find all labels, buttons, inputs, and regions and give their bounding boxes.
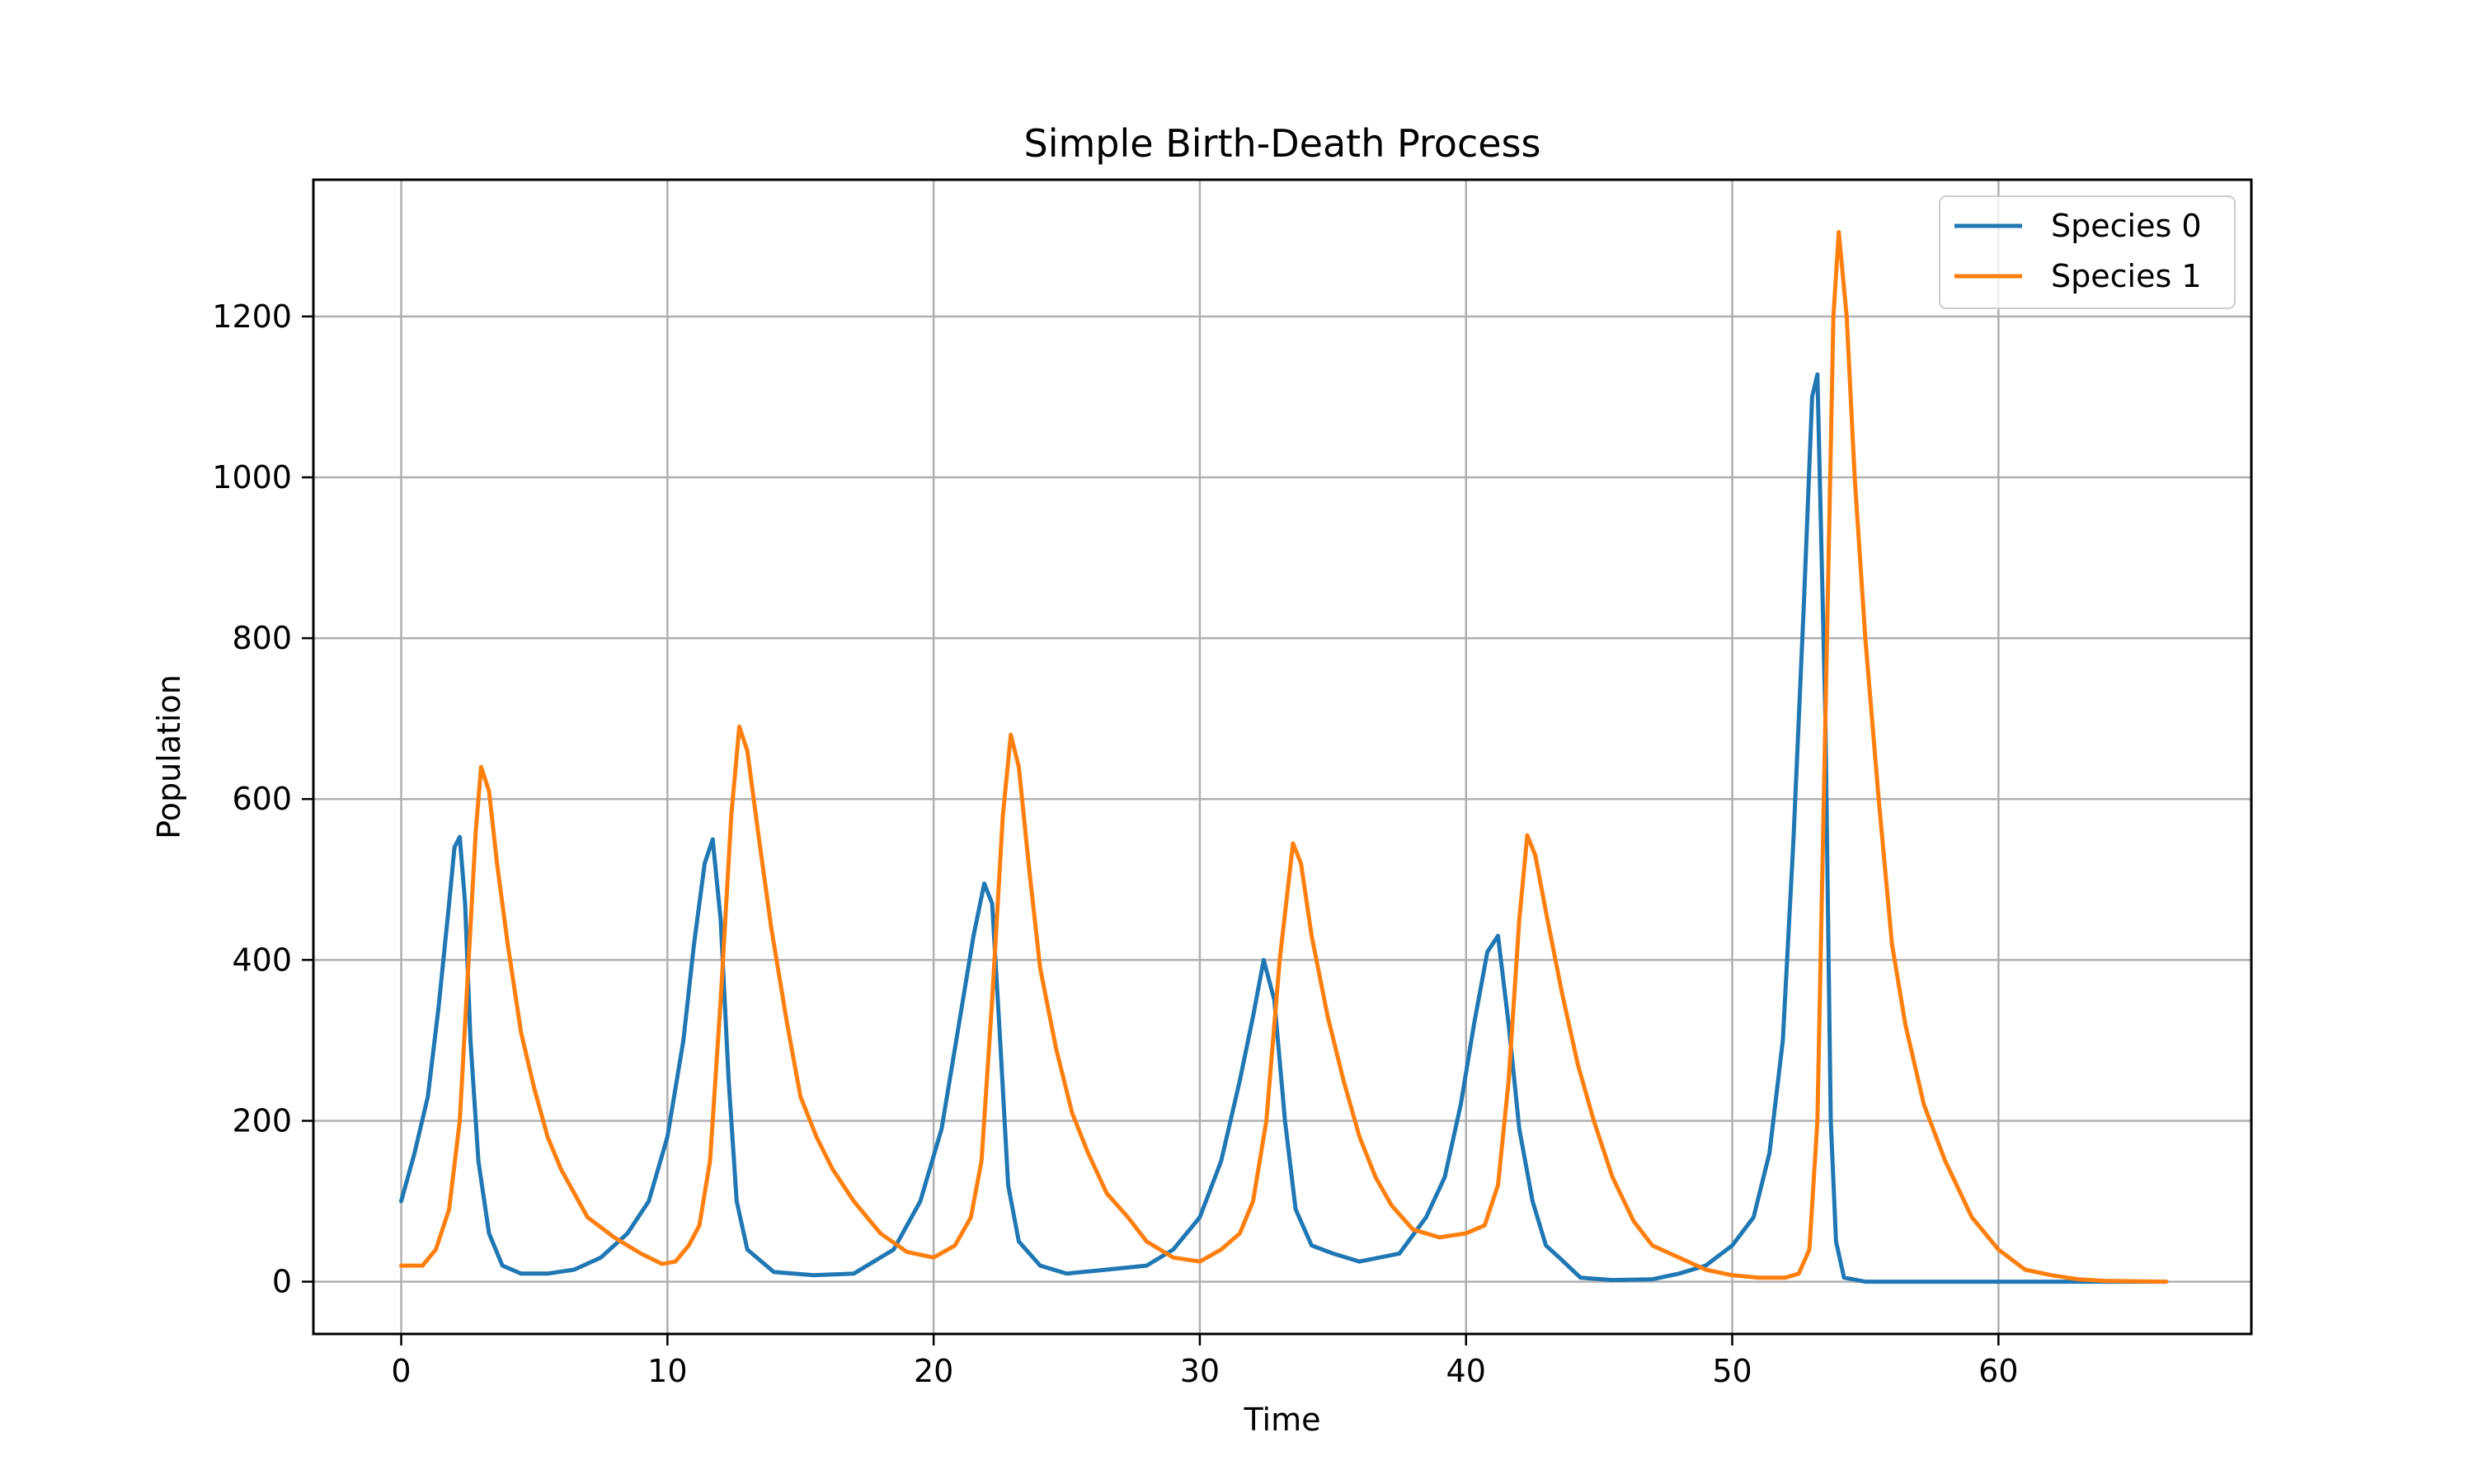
x-tick-label-6: 60 [1978, 1353, 2018, 1389]
plot-background [313, 180, 2251, 1334]
chart-title: Simple Birth-Death Process [1024, 121, 1541, 166]
x-tick-labels: 0 10 20 30 40 50 60 [391, 1353, 2018, 1389]
legend: Species 0 Species 1 [1939, 195, 2236, 309]
legend-label-species-0: Species 0 [2051, 208, 2202, 244]
x-tick-label-1: 10 [647, 1353, 687, 1389]
x-tick-label-0: 0 [391, 1353, 411, 1389]
x-tick-label-4: 40 [1446, 1353, 1486, 1389]
y-tick-label-3: 600 [232, 781, 292, 817]
axis-ticks [302, 315, 2000, 1345]
x-tick-label-2: 20 [914, 1353, 953, 1389]
plot-frame [312, 178, 2253, 1336]
y-tick-label-0: 0 [272, 1264, 292, 1300]
y-tick-labels: 0 200 400 600 800 1000 1200 [212, 298, 292, 1300]
y-axis-label: Population [151, 674, 187, 839]
series-line-species-0 [399, 372, 2169, 1284]
x-tick-label-3: 30 [1180, 1353, 1220, 1389]
x-tick-label-5: 50 [1712, 1353, 1752, 1389]
y-tick-label-2: 400 [232, 942, 292, 978]
y-tick-label-4: 800 [232, 620, 292, 656]
x-axis-label: Time [1244, 1402, 1321, 1438]
y-tick-label-6: 1200 [212, 298, 292, 335]
y-tick-label-1: 200 [232, 1102, 292, 1139]
grid-lines [313, 180, 2251, 1334]
series-line-species-1 [399, 229, 2169, 1284]
plot-area [313, 180, 2251, 1334]
legend-label-species-1: Species 1 [2051, 258, 2202, 294]
series-lines [399, 229, 2169, 1284]
y-tick-label-5: 1000 [212, 459, 292, 495]
